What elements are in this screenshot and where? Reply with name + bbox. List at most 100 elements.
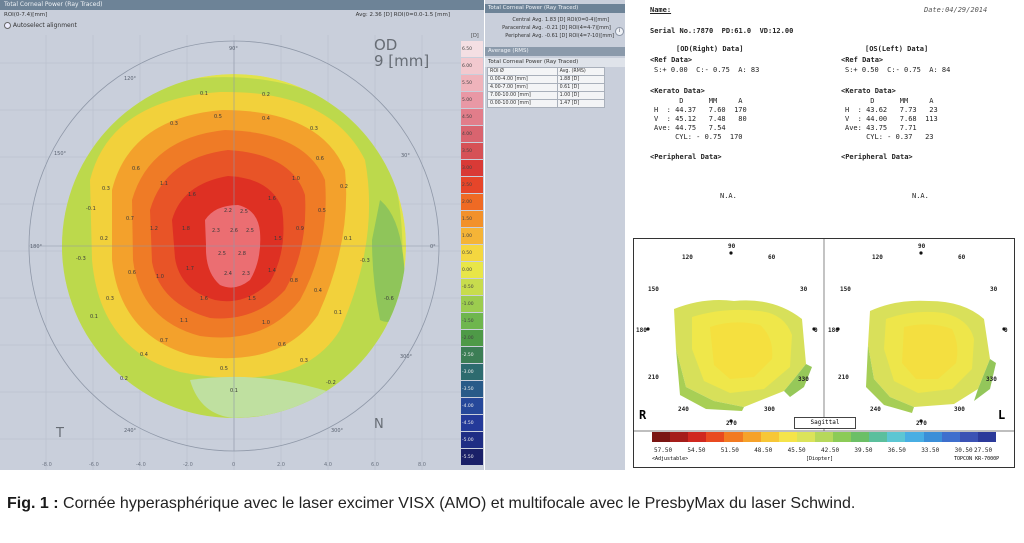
svg-text:8.0: 8.0 [418,462,426,468]
svg-text:0.1: 0.1 [90,314,98,320]
os-kerato-ave: Ave: 43.75 7.71 [845,124,917,132]
scale-cell [461,262,483,278]
legend-swatch [706,432,725,442]
info-icon[interactable]: i [615,27,624,36]
svg-text:-2.0: -2.0 [183,462,193,468]
svg-text:0: 0 [814,327,818,334]
svg-text:150: 150 [840,286,851,293]
scale-tick-label: 2.00 [462,200,473,205]
legend-swatch [869,432,888,442]
sagittal-mode-label: Sagittal [794,417,856,429]
nasal-label: N [374,417,384,432]
scale-tick-label: -2.50 [462,353,474,358]
corneal-power-map-screen: Total Corneal Power (Ray Traced) ROI(0-7… [0,0,484,470]
svg-text:2.5: 2.5 [240,209,248,215]
os-kerato-head: D MM A [845,97,934,105]
scale-cell [461,92,483,108]
svg-text:1.6: 1.6 [268,196,276,202]
legend-swatch [778,432,798,442]
scale-cell [461,109,483,125]
svg-text:1.4: 1.4 [268,268,276,274]
svg-text:0: 0 [232,462,235,468]
scale-tick-label: -5.50 [462,455,474,460]
od-kerato-cyl: CYL: - 0.75 170 [654,133,743,141]
svg-text:1.7: 1.7 [186,266,194,272]
svg-text:1.1: 1.1 [180,318,188,324]
autoselect-label: Autoselect alignment [12,22,77,29]
brand-label: TOPCON KR-7000P [954,456,1000,462]
scale-cell [461,432,483,448]
svg-text:30: 30 [800,286,808,293]
scale-tick-label: 6.00 [462,64,473,69]
od-kerato-h: H : 44.37 7.60 170 [654,106,747,114]
table-cell: 4.00-7.00 [mm] [487,83,558,92]
svg-text:120: 120 [682,254,693,261]
legend-swatch [833,432,852,442]
legend-swatch [851,432,870,442]
legend-swatch [742,432,762,442]
od-kerato-ave: Ave: 44.75 7.54 [654,124,726,132]
svg-text:0.4: 0.4 [314,288,322,294]
svg-text:-0.2: -0.2 [326,380,336,386]
scale-tick-label: 0.50 [462,251,473,256]
table-cell: ROI Ø [487,67,558,76]
svg-text:0.4: 0.4 [140,352,148,358]
svg-text:-0.1: -0.1 [86,206,96,212]
svg-text:30: 30 [990,286,998,293]
name-label: Name: [650,6,672,14]
svg-text:0.3: 0.3 [300,358,308,364]
svg-text:2.2: 2.2 [224,208,232,214]
caption-text: Cornée hyperasphérique avec le laser exc… [58,495,856,512]
scale-cell [461,347,483,363]
svg-text:0.1: 0.1 [344,236,352,242]
scale-tick-label: 3.00 [462,166,473,171]
os-kerato-label: <Kerato Data> [841,87,896,95]
svg-text:2.5: 2.5 [218,251,226,257]
scale-tick-label: 5.50 [462,81,473,86]
svg-text:1.0: 1.0 [156,274,164,280]
svg-text:90°: 90° [229,46,238,52]
svg-text:0.1: 0.1 [230,388,238,394]
svg-text:330: 330 [798,376,809,383]
scale-cell [461,126,483,142]
od-kerato-v: V : 45.12 7.48 80 [654,115,747,123]
map-subheader: ROI(0-7.4)[mm] Avg: 2.36 [D] ROI(0=0.0-1… [0,11,484,20]
scale-tick-label: -3.00 [462,370,474,375]
svg-text:300°: 300° [400,354,413,360]
scale-tick-label: -3.50 [462,387,474,392]
svg-text:1.6: 1.6 [188,192,196,198]
scale-tick-label: 6.50 [462,47,473,52]
od-ref-values: S:+ 0.00 C:- 0.75 A: 83 [654,66,760,74]
legend-value: 51.50 [720,447,739,454]
svg-text:0.3: 0.3 [102,186,110,192]
legend-swatch [760,432,780,442]
right-eye-map [674,300,812,411]
svg-text:0.6: 0.6 [316,156,324,162]
checkbox-icon[interactable] [4,22,11,29]
svg-text:-8.0: -8.0 [42,462,52,468]
scale-cell [461,194,483,210]
summary-row-label: Paracentral Avg. [502,25,543,31]
scale-cell [461,41,483,57]
summary-header: Total Corneal Power (Ray Traced) [485,4,625,13]
legend-swatch [688,432,707,442]
svg-text:2.3: 2.3 [242,271,250,277]
svg-text:1.8: 1.8 [182,226,190,232]
legend-value: 36.50 [887,447,906,454]
svg-text:2.4: 2.4 [224,271,232,277]
svg-text:0.7: 0.7 [160,338,168,344]
os-peripheral-na: N.A. [912,192,929,200]
scale-cell [461,313,483,329]
svg-text:1.1: 1.1 [160,181,168,187]
svg-text:240°: 240° [124,428,137,434]
svg-text:270: 270 [726,420,737,427]
legend-swatch [724,432,743,442]
autoselect-alignment-option[interactable]: Autoselect alignment [4,22,77,29]
od-ref-label: <Ref Data> [650,56,693,64]
svg-text:300: 300 [764,406,775,413]
corneal-topography-map: 90° 120° 150° 180° 30° 0° 300° 240° 300° 2.2 2.… [0,35,461,470]
scale-cell [461,143,483,159]
summary-panel: Total Corneal Power (Ray Traced) Central… [485,0,625,470]
legend-swatch [796,432,816,442]
summary-row-value: 1.83 [D] ROI(0=0-4)[mm] [545,17,610,23]
